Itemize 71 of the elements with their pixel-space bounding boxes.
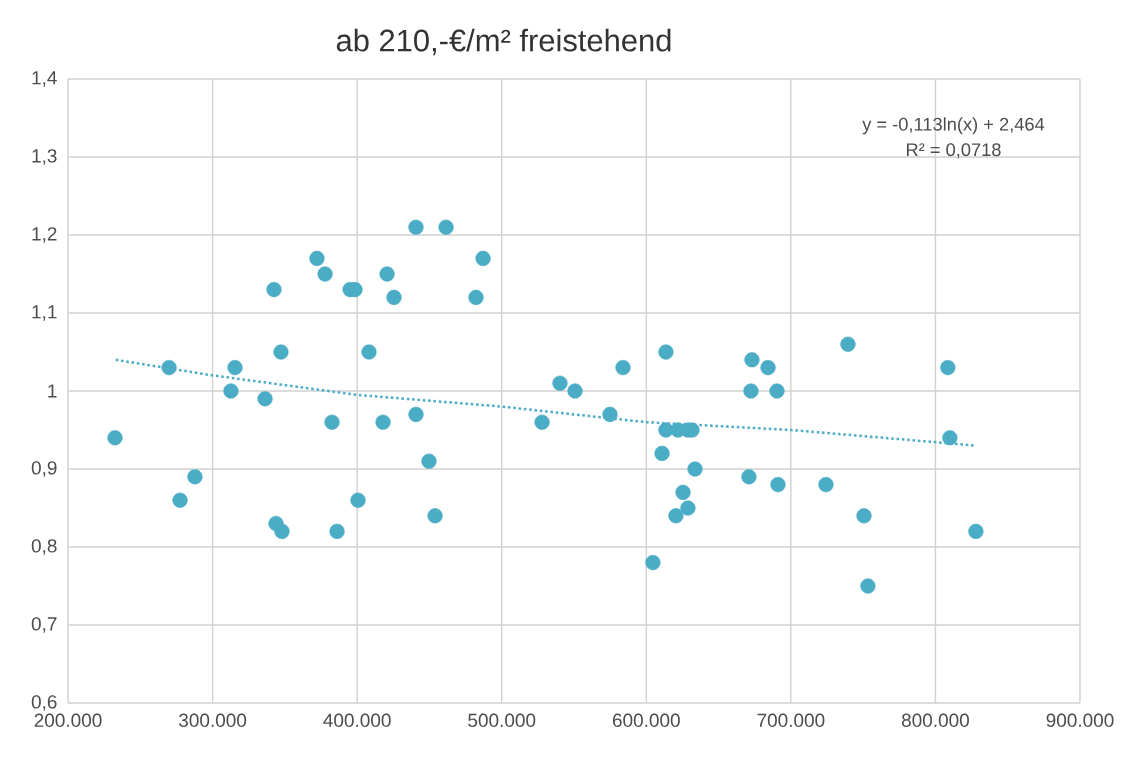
point — [645, 554, 661, 571]
point — [968, 523, 984, 539]
point — [818, 477, 834, 493]
point — [266, 282, 282, 298]
point — [379, 266, 395, 282]
x-tick-label: 900.000 — [1046, 713, 1114, 727]
point — [602, 406, 618, 422]
point — [680, 500, 696, 516]
point — [769, 383, 785, 399]
point — [329, 523, 345, 539]
chart-title: ab 210,-€/m² freistehend — [336, 28, 671, 56]
x-tick-label: 400.000 — [323, 713, 391, 727]
point — [172, 492, 188, 508]
x-tick-label: 600.000 — [612, 713, 680, 727]
point — [227, 360, 243, 376]
point — [107, 430, 123, 446]
point — [741, 469, 757, 485]
point — [860, 578, 876, 594]
point — [534, 414, 550, 430]
point — [654, 445, 670, 461]
point — [375, 414, 391, 430]
point — [386, 289, 402, 305]
y-tick-label: 0,6 — [31, 695, 57, 711]
point — [324, 414, 340, 430]
point — [421, 453, 437, 469]
point — [743, 383, 759, 399]
point — [309, 250, 325, 266]
point — [475, 250, 491, 266]
x-tick-label: 300.000 — [179, 713, 247, 727]
point — [760, 360, 776, 376]
point — [223, 383, 239, 399]
point — [840, 336, 856, 352]
x-tick-label: 500.000 — [468, 713, 536, 727]
y-tick-label: 1,3 — [32, 149, 57, 165]
y-tick-label: 1,4 — [32, 71, 57, 87]
point — [658, 344, 674, 360]
y-tick-label: 0,8 — [31, 539, 57, 555]
point — [770, 477, 786, 493]
point — [273, 344, 289, 360]
point — [257, 391, 273, 407]
point — [687, 461, 703, 477]
point — [317, 266, 333, 282]
point — [668, 508, 684, 524]
y-tick-label: 1 — [48, 384, 57, 398]
point — [361, 344, 377, 360]
y-tick-label: 0,7 — [31, 617, 57, 633]
point — [350, 492, 366, 508]
annotation: R² = 0,0718 — [906, 143, 1001, 159]
y-tick-label: 0,9 — [31, 461, 57, 477]
point — [427, 508, 443, 524]
point — [675, 484, 691, 500]
point — [552, 375, 568, 391]
point — [942, 430, 958, 446]
point — [940, 360, 956, 376]
point — [161, 360, 177, 376]
annotation: y = -0,113ln(x) + 2,464 — [862, 117, 1045, 135]
x-tick-label: 200.000 — [34, 713, 102, 727]
point — [856, 508, 872, 524]
point — [408, 219, 424, 235]
y-tick-label: 1,1 — [32, 305, 57, 321]
point — [744, 352, 760, 368]
y-tick-label: 1,2 — [32, 227, 57, 243]
point — [187, 469, 203, 485]
x-tick-label: 800.000 — [901, 713, 969, 727]
point — [567, 383, 583, 399]
point — [468, 289, 484, 305]
point — [615, 360, 631, 376]
point — [438, 219, 454, 235]
point — [408, 406, 424, 422]
x-tick-label: 700.000 — [757, 713, 825, 727]
point — [274, 523, 290, 539]
